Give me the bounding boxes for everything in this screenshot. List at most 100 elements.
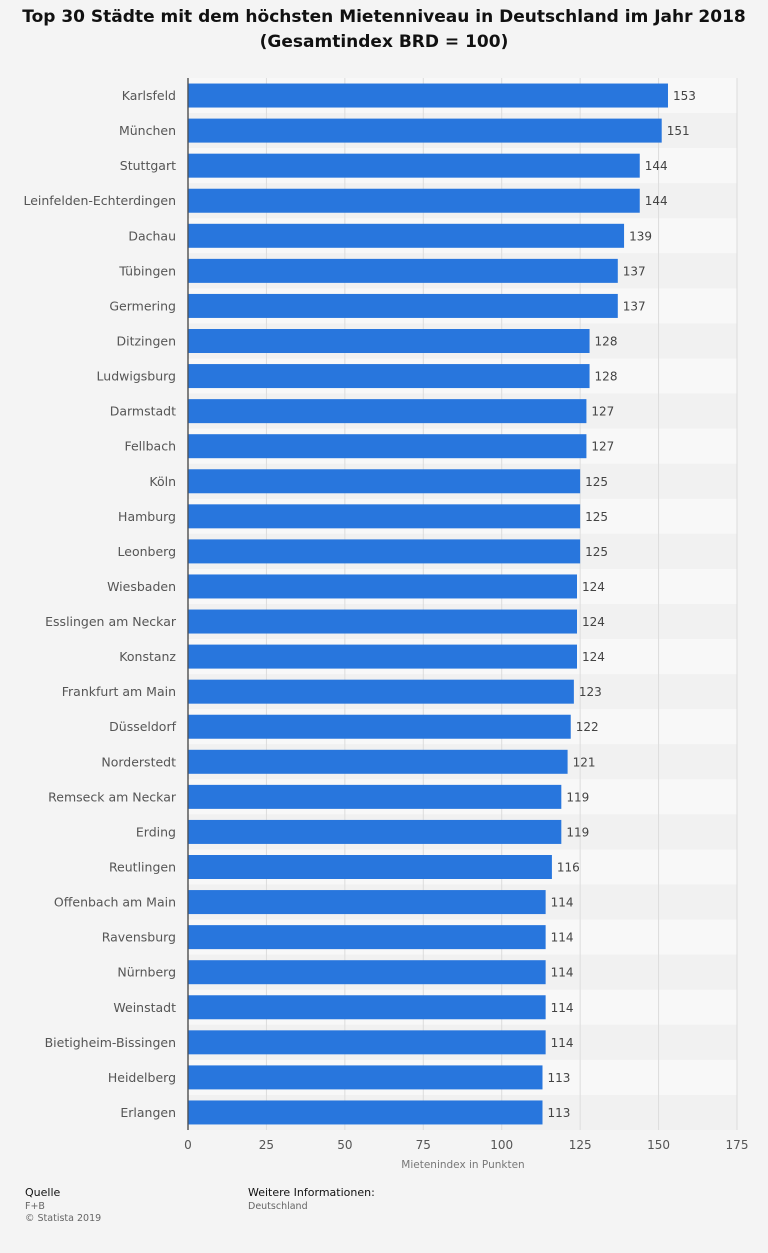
- value-label: 114: [551, 931, 574, 945]
- value-label: 125: [585, 510, 608, 524]
- source-block: Quelle F+B © Statista 2019: [25, 1186, 101, 1225]
- bar[interactable]: [188, 329, 590, 353]
- category-label: Reutlingen: [109, 860, 176, 875]
- category-label: Wiesbaden: [107, 579, 176, 594]
- bar[interactable]: [188, 925, 546, 950]
- category-label: Remseck am Neckar: [48, 789, 177, 804]
- info-heading: Weitere Informationen:: [248, 1186, 375, 1199]
- source-heading: Quelle: [25, 1186, 61, 1199]
- category-label: Esslingen am Neckar: [45, 614, 177, 629]
- bar[interactable]: [188, 1100, 543, 1125]
- value-label: 121: [573, 755, 596, 769]
- category-label: Offenbach am Main: [54, 895, 176, 910]
- bars: [188, 83, 668, 1125]
- category-label: Karlsfeld: [122, 88, 176, 103]
- bar[interactable]: [188, 609, 578, 634]
- value-label: 124: [582, 580, 605, 594]
- value-label: 151: [667, 124, 690, 138]
- labels: 0 25 50 75 100 125 150 175 Karlsfeld 153 München 15…: [23, 88, 748, 1152]
- value-label: 116: [557, 861, 580, 875]
- bar[interactable]: [188, 153, 640, 178]
- x-tick-label: 100: [490, 1138, 513, 1152]
- chart-title: Top 30 Städte mit dem höchsten Mietenniv…: [22, 7, 746, 52]
- value-label: 139: [629, 229, 652, 243]
- value-label: 114: [551, 1036, 574, 1050]
- copyright: © Statista 2019: [25, 1213, 102, 1224]
- bar[interactable]: [188, 714, 571, 739]
- value-label: 125: [585, 545, 608, 559]
- bar[interactable]: [188, 749, 568, 774]
- category-label: Frankfurt am Main: [62, 684, 176, 699]
- value-label: 128: [595, 335, 618, 349]
- x-tick-label: 50: [337, 1138, 352, 1152]
- category-label: Darmstadt: [110, 404, 176, 419]
- bar[interactable]: [188, 644, 578, 669]
- value-label: 137: [623, 264, 646, 278]
- bar[interactable]: [188, 258, 618, 283]
- bar[interactable]: [188, 399, 587, 424]
- x-tick-label: 175: [726, 1138, 749, 1152]
- value-label: 127: [591, 405, 614, 419]
- bar[interactable]: [188, 890, 546, 915]
- x-tick-label: 125: [569, 1138, 592, 1152]
- value-label: 153: [673, 89, 696, 103]
- category-label: Leonberg: [118, 544, 176, 559]
- value-label: 114: [551, 966, 574, 980]
- source-name: F+B: [25, 1201, 45, 1212]
- value-label: 123: [579, 685, 602, 699]
- bar[interactable]: [188, 83, 668, 108]
- bar[interactable]: [188, 855, 552, 879]
- value-label: 113: [547, 1106, 570, 1120]
- category-label: Nürnberg: [117, 965, 176, 980]
- x-tick-label: 25: [259, 1138, 274, 1152]
- bar[interactable]: [188, 118, 662, 143]
- x-axis-title: Mietenindex in Punkten: [401, 1159, 524, 1171]
- value-label: 124: [582, 650, 605, 664]
- bar[interactable]: [188, 434, 587, 459]
- bar[interactable]: [188, 188, 640, 213]
- category-label: München: [119, 123, 176, 138]
- bar[interactable]: [188, 574, 578, 599]
- bar[interactable]: [188, 364, 590, 389]
- category-label: Erlangen: [120, 1105, 176, 1120]
- category-label: Ditzingen: [116, 334, 176, 349]
- category-label: Bietigheim-Bissingen: [45, 1035, 176, 1050]
- bar[interactable]: [188, 819, 562, 844]
- value-label: 114: [551, 896, 574, 910]
- value-label: 119: [566, 825, 589, 839]
- category-label: Leinfelden-Echterdingen: [23, 193, 176, 208]
- value-label: 119: [566, 790, 589, 804]
- bar[interactable]: [188, 469, 581, 494]
- category-label: Hamburg: [118, 509, 176, 524]
- category-label: Düsseldorf: [109, 719, 176, 734]
- category-label: Köln: [149, 474, 176, 489]
- value-label: 127: [591, 440, 614, 454]
- bar[interactable]: [188, 995, 546, 1020]
- category-label: Norderstedt: [101, 754, 176, 769]
- gridlines: [187, 78, 738, 1130]
- category-label: Ludwigsburg: [97, 369, 176, 384]
- category-label: Weinstadt: [113, 1000, 176, 1015]
- bar[interactable]: [188, 223, 625, 248]
- bar[interactable]: [188, 1065, 543, 1090]
- bar[interactable]: [188, 293, 618, 318]
- value-label: 137: [623, 299, 646, 313]
- value-label: 124: [582, 615, 605, 629]
- value-label: 122: [576, 720, 599, 734]
- category-label: Tübingen: [118, 263, 176, 278]
- category-label: Erding: [136, 824, 176, 839]
- bar[interactable]: [188, 539, 581, 564]
- bar[interactable]: [188, 504, 581, 529]
- value-label: 128: [595, 370, 618, 384]
- bar[interactable]: [188, 784, 562, 809]
- bar[interactable]: [188, 1030, 546, 1055]
- value-label: 113: [547, 1071, 570, 1085]
- value-label: 114: [551, 1001, 574, 1015]
- value-label: 144: [645, 194, 668, 208]
- category-label: Konstanz: [119, 649, 176, 664]
- category-label: Heidelberg: [108, 1070, 176, 1085]
- bar[interactable]: [188, 960, 546, 985]
- value-label: 125: [585, 475, 608, 489]
- bar[interactable]: [188, 679, 574, 704]
